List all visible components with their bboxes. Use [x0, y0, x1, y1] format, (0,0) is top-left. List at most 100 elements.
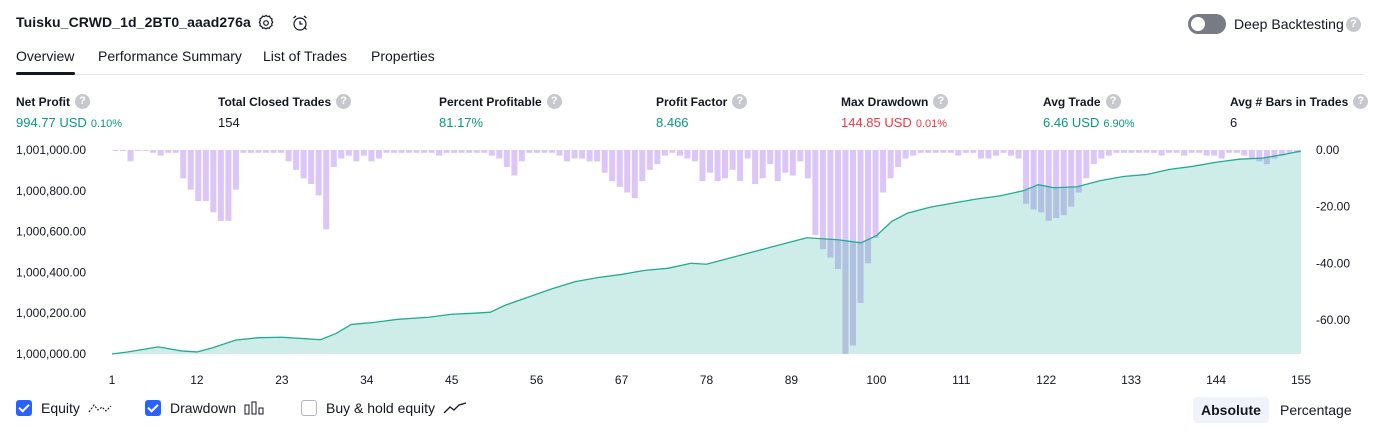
drawdown-bar	[413, 150, 420, 153]
x-axis-tick-label: 89	[785, 373, 799, 387]
x-axis-tick-label: 111	[952, 373, 971, 387]
drawdown-bar	[1105, 150, 1112, 156]
drawdown-bar	[804, 150, 811, 179]
absolute-button[interactable]: Absolute	[1193, 397, 1269, 423]
drawdown-bar	[270, 150, 277, 153]
deep-backtesting-toggle[interactable]	[1188, 14, 1226, 34]
drawdown-bar	[789, 150, 796, 176]
drawdown-bar	[977, 150, 984, 159]
drawdown-bar	[1038, 150, 1045, 213]
right-axis: 0.00 -20.00 -40.00 -60.00	[1316, 143, 1350, 327]
drawdown-bar	[496, 150, 503, 159]
metric-max-drawdown: Max Drawdown? 144.85 USD 0.01%	[841, 94, 949, 130]
left-axis-tick-label: 1,000,200.00	[16, 306, 86, 320]
help-icon[interactable]: ?	[1105, 94, 1121, 110]
x-axis-tick-label: 12	[190, 373, 204, 387]
drawdown-bar	[383, 150, 390, 153]
metric-label: Net Profit	[16, 94, 70, 109]
drawdown-bar	[293, 150, 300, 170]
drawdown-bars	[112, 150, 1300, 354]
gear-icon[interactable]	[257, 14, 275, 32]
help-icon[interactable]: ?	[75, 94, 90, 110]
drawdown-bar	[232, 150, 239, 190]
tab-list-of-trades[interactable]: List of Trades	[263, 48, 348, 64]
drawdown-bar	[1196, 150, 1203, 153]
drawdown-checkbox[interactable]	[145, 400, 161, 416]
drawdown-bar	[1241, 150, 1248, 156]
legend-equity[interactable]: Equity	[16, 400, 112, 416]
drawdown-bar	[925, 150, 932, 153]
help-icon[interactable]: ?	[336, 94, 352, 110]
drawdown-bar	[165, 150, 172, 153]
deep-backtesting-label: Deep Backtesting	[1234, 16, 1344, 32]
drawdown-bar	[857, 150, 864, 303]
drawdown-bar	[887, 150, 894, 179]
equity-line	[111, 150, 1302, 355]
x-axis-tick-label: 78	[700, 373, 714, 387]
x-axis-tick-label: 56	[530, 373, 544, 387]
drawdown-bar	[187, 150, 194, 190]
tab-properties[interactable]: Properties	[371, 48, 435, 64]
drawdown-bar	[405, 150, 413, 153]
alarm-clock-icon[interactable]	[291, 14, 309, 32]
drawdown-bar	[217, 150, 224, 221]
x-axis-tick-label: 122	[1036, 373, 1056, 387]
drawdown-bars-icon	[244, 401, 264, 415]
help-icon[interactable]: ?	[1346, 17, 1361, 32]
help-icon[interactable]: ?	[546, 94, 562, 110]
left-axis-tick-label: 1,001,000.00	[16, 143, 86, 157]
equity-checkbox[interactable]	[16, 400, 32, 416]
drawdown-bar	[247, 150, 254, 153]
drawdown-bar	[285, 150, 292, 162]
equity-line-icon	[88, 404, 112, 413]
drawdown-bar	[819, 150, 826, 250]
drawdown-bar	[120, 150, 127, 151]
drawdown-bar	[1226, 150, 1233, 153]
drawdown-bar	[571, 150, 578, 159]
drawdown-bar	[729, 150, 736, 170]
metric-value: 994.77 USD	[16, 115, 87, 131]
drawdown-bar	[722, 150, 729, 179]
drawdown-bar	[533, 150, 540, 153]
drawdown-bar	[947, 150, 954, 153]
right-axis-tick-label: 0.00	[1316, 143, 1340, 157]
drawdown-bar	[180, 150, 187, 179]
buy-hold-checkbox[interactable]	[301, 400, 317, 416]
tab-overview[interactable]: Overview	[16, 48, 75, 64]
help-icon[interactable]: ?	[732, 94, 748, 110]
drawdown-bar	[970, 150, 977, 153]
drawdown-bar	[827, 150, 834, 258]
drawdown-bar	[849, 150, 857, 346]
drawdown-bar	[955, 150, 962, 156]
drawdown-bar	[1120, 150, 1127, 153]
drawdown-bar	[631, 150, 638, 199]
drawdown-bar	[639, 150, 646, 182]
drawdown-bar	[1143, 150, 1150, 153]
metric-label: Avg Trade	[1043, 94, 1101, 109]
drawdown-bar	[451, 150, 458, 153]
drawdown-bar	[902, 150, 909, 159]
drawdown-bar	[699, 150, 706, 182]
tab-performance-summary[interactable]: Performance Summary	[98, 48, 242, 64]
drawdown-bar	[330, 150, 337, 167]
drawdown-bar	[157, 150, 164, 156]
x-axis-tick-label: 100	[866, 373, 886, 387]
drawdown-bar	[518, 150, 525, 162]
help-icon[interactable]: ?	[1353, 94, 1369, 110]
percentage-button[interactable]: Percentage	[1280, 402, 1352, 418]
legend-label: Drawdown	[170, 400, 237, 416]
drawdown-bar	[1113, 150, 1120, 153]
help-icon[interactable]: ?	[933, 94, 949, 110]
drawdown-bar	[1060, 150, 1067, 216]
drawdown-bar	[1248, 150, 1255, 159]
drawdown-bar	[1098, 150, 1105, 159]
drawdown-bar	[767, 150, 774, 165]
legend-buy-hold-equity[interactable]: Buy & hold equity	[301, 400, 467, 416]
drawdown-bar	[759, 150, 766, 179]
drawdown-bar	[360, 150, 367, 156]
metric-percent-profitable: Percent Profitable? 81.17%	[439, 94, 562, 130]
right-axis-tick-label: -20.00	[1316, 200, 1350, 214]
equity-area	[112, 151, 1301, 354]
legend-drawdown[interactable]: Drawdown	[145, 400, 266, 416]
drawdown-bar	[579, 150, 586, 159]
